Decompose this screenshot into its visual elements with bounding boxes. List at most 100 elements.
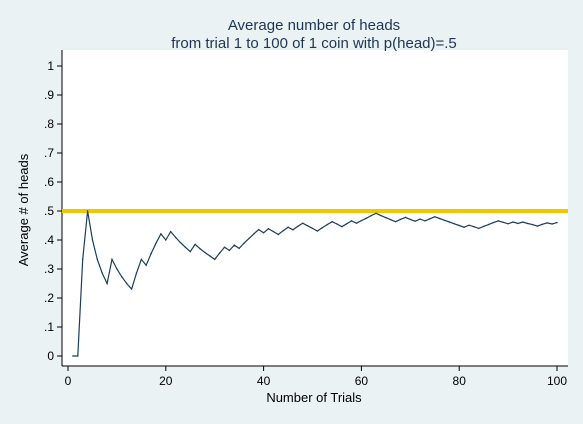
data-point [155, 242, 157, 244]
data-point [174, 236, 177, 239]
data-point [497, 220, 500, 222]
y-axis-ticks: 0 .1 .2 .3 .4 .5 .6 .7 .8 .9 1 [44, 59, 62, 363]
data-point [184, 246, 187, 248]
x-axis-title: Number of Trials [266, 390, 362, 405]
data-point [434, 216, 436, 218]
data-point [429, 218, 431, 220]
data-point [130, 288, 133, 290]
plot-area [62, 50, 568, 366]
data-point [507, 223, 509, 225]
data-point [404, 216, 407, 219]
data-point [448, 221, 451, 223]
data-point [106, 282, 108, 285]
data-point [419, 218, 421, 220]
data-point [228, 249, 231, 252]
data-point [262, 232, 265, 234]
y-tick-label: .1 [44, 320, 54, 334]
data-point [350, 220, 353, 222]
data-point [160, 233, 162, 235]
x-tick-label: 100 [547, 374, 567, 388]
data-point [522, 221, 524, 223]
data-point [341, 225, 343, 228]
data-point [536, 225, 539, 227]
x-tick-label: 60 [355, 374, 369, 388]
data-point [370, 214, 372, 217]
data-point [258, 228, 260, 231]
data-points [72, 210, 558, 357]
series-line [72, 210, 558, 357]
data-point [517, 222, 519, 225]
data-point [551, 223, 553, 225]
x-tick-label: 80 [453, 374, 467, 388]
data-point [204, 251, 206, 254]
y-axis-title: Average # of heads [16, 153, 31, 266]
data-point [531, 223, 534, 226]
data-point [331, 221, 333, 223]
data-point [541, 223, 544, 226]
data-point [150, 252, 152, 255]
data-point [399, 218, 402, 221]
data-point [478, 227, 480, 230]
data-point [267, 227, 270, 230]
data-point [502, 221, 504, 224]
data-point [81, 258, 84, 261]
y-tick-label: .4 [44, 233, 54, 247]
data-point [482, 225, 485, 228]
data-point [526, 222, 529, 225]
data-point [385, 216, 387, 219]
data-point [458, 224, 460, 227]
data-point [194, 243, 196, 246]
data-point [111, 258, 113, 261]
data-point [375, 212, 377, 215]
data-point [233, 244, 235, 246]
data-point [316, 230, 319, 232]
data-point [77, 355, 79, 357]
y-tick-label: .2 [44, 291, 54, 305]
data-point [179, 241, 182, 244]
data-point [326, 223, 328, 226]
data-point [96, 258, 99, 261]
data-point [135, 272, 138, 274]
data-point [189, 250, 191, 253]
data-point [218, 252, 221, 254]
data-point [424, 220, 426, 222]
data-point [380, 214, 382, 217]
chart-title: Average number of heads [228, 17, 400, 34]
data-point [512, 221, 514, 223]
data-point [125, 282, 128, 285]
data-point [91, 239, 94, 241]
data-point [214, 258, 216, 261]
data-point [473, 225, 475, 228]
data-point [116, 268, 118, 270]
data-point [101, 272, 103, 274]
data-point [145, 264, 147, 266]
data-point [223, 246, 226, 248]
data-point [321, 227, 323, 229]
data-point [253, 233, 255, 235]
data-point [336, 223, 338, 225]
data-point [248, 237, 250, 240]
y-tick-label: .7 [44, 146, 54, 160]
data-point [209, 255, 211, 257]
data-point [453, 223, 456, 225]
data-point [292, 229, 294, 231]
data-point [199, 248, 201, 250]
y-tick-label: .3 [44, 262, 54, 276]
y-tick-label: .8 [44, 117, 54, 131]
data-point [306, 225, 309, 227]
data-point [365, 217, 367, 219]
data-point [121, 276, 123, 278]
y-tick-label: .6 [44, 175, 54, 189]
data-point [165, 239, 167, 241]
data-point [169, 230, 172, 233]
data-point [360, 219, 363, 222]
x-tick-label: 0 [65, 374, 72, 388]
data-point [409, 218, 411, 221]
x-tick-label: 20 [159, 374, 173, 388]
data-point [302, 222, 304, 224]
y-tick-label: .9 [44, 88, 54, 102]
data-point [287, 226, 289, 228]
data-point [487, 223, 490, 226]
data-point [355, 222, 358, 224]
